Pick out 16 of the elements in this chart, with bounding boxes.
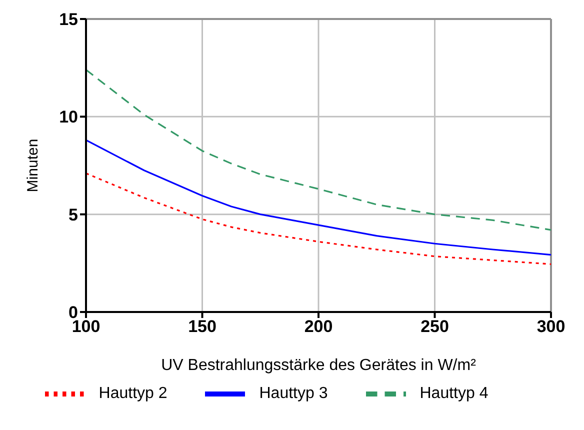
y-axis-title: Minuten: [24, 138, 42, 192]
y-tick-label: 15: [59, 10, 78, 30]
line-series: [86, 172, 551, 265]
line-series: [86, 68, 551, 231]
x-tick-label: 150: [188, 317, 216, 336]
x-tick-label: 100: [72, 317, 100, 336]
line-series: [86, 139, 551, 256]
y-tick-label: 5: [68, 205, 78, 224]
legend-label: Hauttyp 2: [98, 385, 168, 402]
legend-label: Hauttyp 4: [420, 385, 488, 402]
y-tick-label: 10: [59, 108, 78, 127]
x-axis-title: UV Bestrahlungsstärke des Gerätes in W/m²: [161, 357, 477, 374]
x-tick-label: 300: [536, 317, 566, 336]
x-tick-label: 200: [304, 317, 333, 336]
x-tick-label: 250: [420, 317, 449, 336]
legend-label: Hauttyp 3: [259, 385, 328, 402]
